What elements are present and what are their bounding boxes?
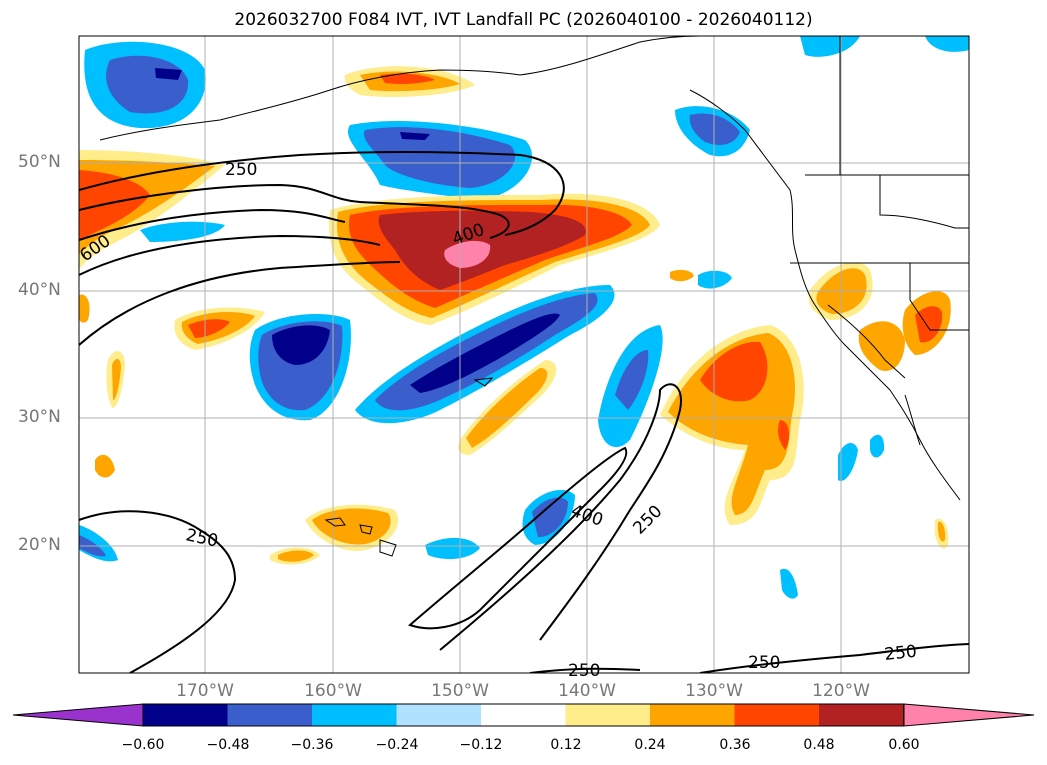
anomaly-positive (700, 341, 768, 402)
anomaly-negative (364, 127, 516, 188)
colorbar-label: −0.12 (459, 737, 503, 753)
colorbar-label: 0.60 (888, 737, 920, 753)
anomaly-negative (615, 350, 649, 410)
colorbar-label: −0.60 (121, 737, 165, 753)
anomaly-negative (140, 221, 225, 242)
anomaly-positive (444, 240, 491, 268)
shaded-field (79, 36, 969, 599)
anomaly-negative (689, 113, 740, 145)
anomaly-negative (870, 434, 885, 458)
contour-label: 250 (568, 661, 600, 681)
contour-label: 250 (225, 160, 257, 180)
anomaly-positive (112, 358, 121, 400)
anomaly-positive (188, 319, 230, 338)
contour-label: 250 (748, 653, 780, 673)
anomaly-positive (278, 550, 314, 562)
anomaly-negative (838, 443, 858, 481)
ivt-contours (79, 150, 969, 673)
colorbar-extend-right (903, 703, 1035, 727)
colorbar-segment (819, 704, 904, 726)
colorbar-label: 0.36 (719, 737, 751, 753)
colorbar-label: 0.48 (803, 737, 835, 753)
colorbar-label: −0.48 (206, 737, 250, 753)
contour-label: 400 (568, 501, 605, 531)
colorbar-label: 0.24 (634, 737, 666, 753)
lon-label: 160°W (304, 681, 362, 701)
lon-label: 170°W (176, 681, 234, 701)
lat-label: 50°N (18, 152, 61, 172)
anomaly-positive (777, 420, 790, 450)
contour-label: 250 (883, 642, 917, 665)
colorbar-segment (227, 704, 312, 726)
anomaly-positive (938, 521, 946, 542)
colorbar-segment (481, 704, 566, 726)
lon-label: 120°W (812, 681, 870, 701)
anomaly-negative (400, 132, 430, 140)
anomaly-negative (800, 36, 860, 57)
lat-label: 40°N (18, 280, 61, 300)
anomaly-positive (466, 368, 548, 448)
gridlines (79, 36, 969, 673)
colorbar-segment (650, 704, 735, 726)
anomaly-negative (155, 68, 182, 80)
anomaly-positive (915, 306, 943, 343)
anomaly-negative (425, 537, 480, 560)
colorbar-segment (565, 704, 650, 726)
anomaly-positive (312, 508, 391, 545)
anomaly-positive (670, 269, 694, 282)
lat-label: 30°N (18, 407, 61, 427)
coastlines (99, 36, 969, 557)
anomaly-negative (532, 497, 568, 538)
anomaly-negative (698, 270, 732, 289)
colorbar-label: −0.36 (290, 737, 334, 753)
anomaly-positive (79, 294, 90, 323)
contour-label: 250 (184, 525, 220, 551)
lat-label: 20°N (18, 535, 61, 555)
colorbar-segment (312, 704, 397, 726)
anomaly-positive (95, 454, 115, 478)
anomaly-negative (925, 36, 969, 52)
anomaly-negative (272, 325, 330, 365)
colorbar-segment (396, 704, 481, 726)
anomaly-negative (410, 313, 560, 393)
map-frame (78, 35, 970, 674)
colorbar-segment (734, 704, 819, 726)
anomaly-positive (380, 73, 435, 84)
map-title: 2026032700 F084 IVT, IVT Landfall PC (20… (234, 10, 813, 30)
lon-label: 130°W (685, 681, 743, 701)
anomaly-positive (858, 321, 905, 371)
colorbar-label: 0.12 (550, 737, 582, 753)
colorbar-segment (143, 704, 228, 726)
colorbar (12, 703, 1035, 727)
anomaly-positive (79, 170, 150, 240)
anomaly-negative (780, 568, 798, 599)
colorbar-label: −0.24 (375, 737, 419, 753)
contour-label: 250 (629, 501, 666, 538)
lon-label: 150°W (431, 681, 489, 701)
colorbar-extend-left (12, 703, 144, 727)
lon-label: 140°W (558, 681, 616, 701)
